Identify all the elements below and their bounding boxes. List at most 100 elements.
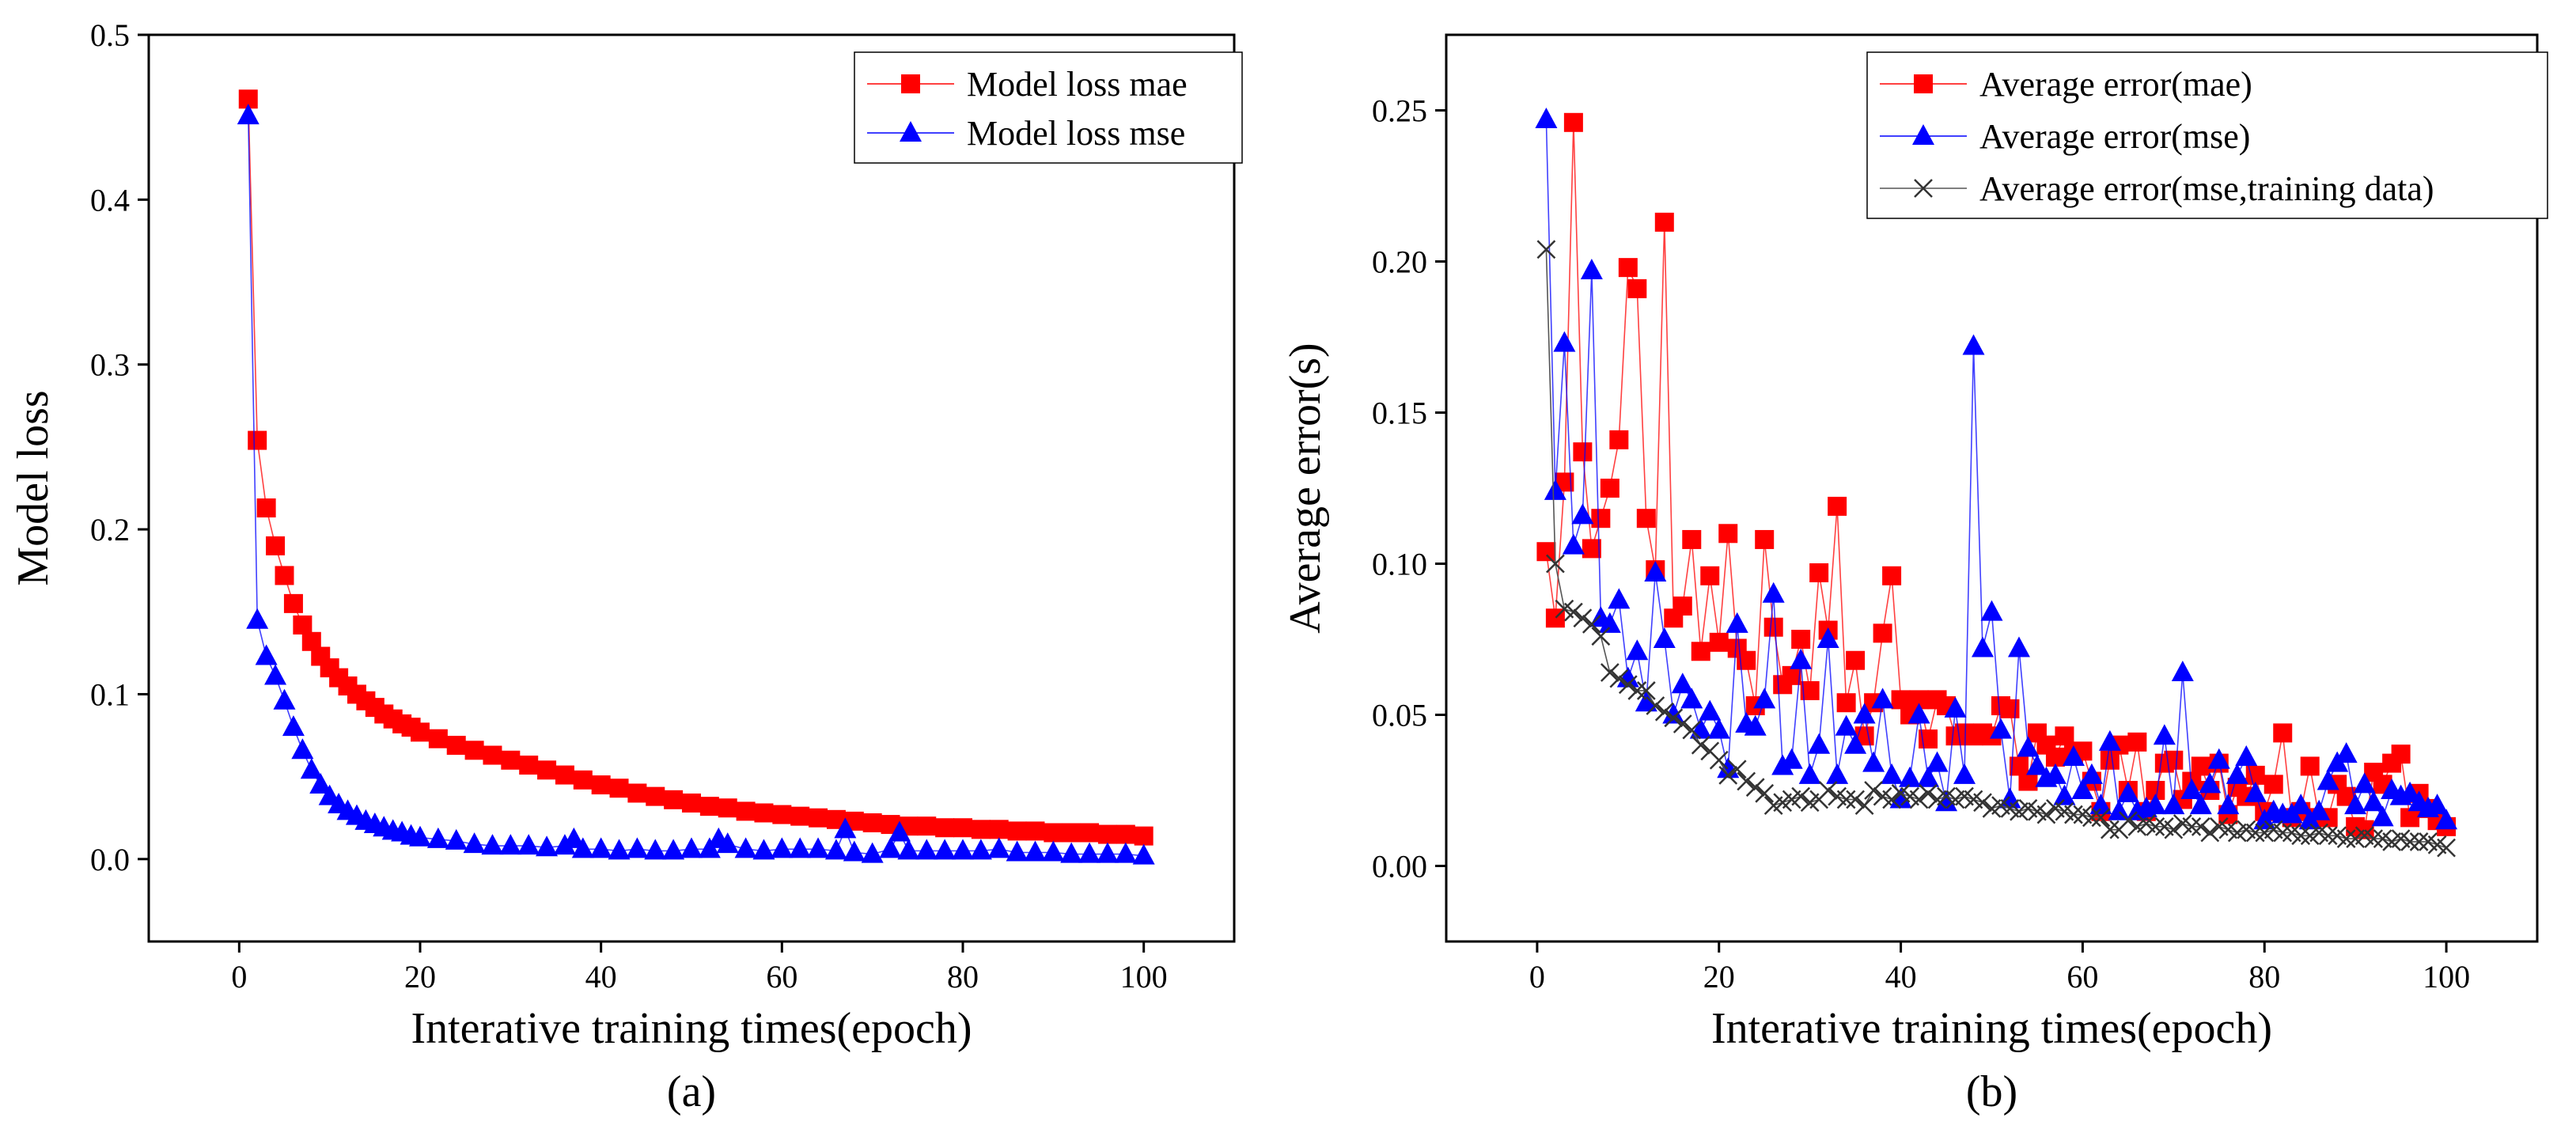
data-point xyxy=(1536,542,1556,562)
data-point xyxy=(736,801,756,821)
data-point xyxy=(2191,816,2210,836)
data-point xyxy=(1580,258,1603,279)
data-point xyxy=(1536,240,1556,260)
data-point xyxy=(971,820,991,839)
y-tick-label: 0.10 xyxy=(1372,547,1427,582)
data-point xyxy=(1546,554,1565,574)
data-point xyxy=(300,758,323,779)
data-point xyxy=(2025,754,2048,775)
data-point xyxy=(1644,560,1667,582)
legend: Model loss mae Model loss mse xyxy=(854,51,1243,164)
data-point xyxy=(1562,533,1585,555)
data-point xyxy=(1116,824,1135,844)
data-point xyxy=(1707,718,1730,739)
data-point xyxy=(1654,702,1674,722)
data-point xyxy=(1882,790,1901,809)
data-point xyxy=(1096,842,1119,863)
x-tick-label: 20 xyxy=(1703,959,1735,995)
data-point xyxy=(2353,772,2376,794)
data-point xyxy=(1980,600,2003,621)
data-point xyxy=(1917,766,1940,787)
data-point xyxy=(2180,779,2203,799)
series-average-error-mae- xyxy=(1536,112,2457,839)
data-point xyxy=(1097,824,1117,844)
data-point xyxy=(1653,627,1676,648)
data-point xyxy=(1582,615,1601,634)
data-point xyxy=(1709,750,1729,770)
data-point xyxy=(426,827,449,848)
data-point xyxy=(1682,529,1702,549)
x-tick-label: 80 xyxy=(947,959,979,995)
data-point xyxy=(935,818,955,838)
data-point xyxy=(1573,442,1593,462)
data-point xyxy=(446,736,466,756)
data-point xyxy=(1673,714,1692,733)
data-point xyxy=(790,806,810,826)
legend-box xyxy=(854,51,1243,164)
data-point xyxy=(834,817,857,839)
data-point xyxy=(1627,278,1647,298)
data-point xyxy=(2017,736,2040,757)
data-point xyxy=(1782,665,1801,685)
data-point xyxy=(2245,823,2265,843)
data-point xyxy=(646,786,665,806)
data-point xyxy=(1737,771,1756,791)
panel-label: (b) xyxy=(1966,1067,2017,1116)
legend-label: Model loss mse xyxy=(967,114,1185,153)
series-average-error-mse- xyxy=(1535,107,2458,830)
data-point xyxy=(1654,212,1674,232)
legend-box xyxy=(1866,51,2548,219)
data-point xyxy=(517,834,540,855)
data-point xyxy=(861,842,884,863)
data-point xyxy=(589,837,612,858)
y-axis-title: Model loss xyxy=(9,390,58,585)
legend-label: Average error(mae) xyxy=(1979,65,2252,104)
legend-label: Average error(mse) xyxy=(1979,117,2250,156)
data-point xyxy=(1080,823,1100,843)
data-point xyxy=(807,837,830,858)
data-point xyxy=(2098,729,2121,751)
data-point xyxy=(2290,794,2313,815)
data-point xyxy=(1535,107,1558,128)
data-point xyxy=(1919,783,1938,803)
data-point xyxy=(1042,840,1065,862)
data-point xyxy=(1873,623,1892,643)
y-tick-label: 0.2 xyxy=(90,512,130,547)
data-point xyxy=(1544,479,1566,500)
data-point xyxy=(275,566,294,585)
data-point xyxy=(2318,826,2338,846)
legend-label: Model loss mae xyxy=(967,65,1188,104)
data-point xyxy=(772,805,792,824)
x-tick-label: 0 xyxy=(231,959,247,995)
x-tick-label: 60 xyxy=(766,959,797,995)
data-point xyxy=(718,798,737,818)
data-point xyxy=(2118,811,2138,831)
data-point xyxy=(1114,842,1137,863)
plot-frame xyxy=(1445,33,2539,943)
data-point xyxy=(2364,829,2384,849)
data-point xyxy=(1563,602,1583,622)
data-point xyxy=(824,839,847,860)
y-tick-label: 0.00 xyxy=(1372,849,1427,885)
data-point xyxy=(264,664,287,685)
data-point xyxy=(481,834,504,855)
data-point xyxy=(1635,691,1657,712)
data-point xyxy=(238,89,258,109)
data-point xyxy=(2399,781,2422,802)
data-point xyxy=(246,608,269,629)
data-point xyxy=(2162,794,2185,815)
data-point xyxy=(1962,334,1985,355)
data-point xyxy=(2400,832,2420,851)
data-point xyxy=(754,803,774,823)
data-point xyxy=(2344,794,2367,815)
data-point xyxy=(2000,699,2020,718)
data-point xyxy=(1881,763,1904,784)
data-point xyxy=(2199,772,2222,794)
data-point xyxy=(1600,663,1619,682)
data-point xyxy=(445,828,468,850)
data-point xyxy=(2071,779,2094,799)
data-point xyxy=(644,839,667,860)
data-point xyxy=(1609,430,1629,449)
data-point xyxy=(664,790,684,809)
